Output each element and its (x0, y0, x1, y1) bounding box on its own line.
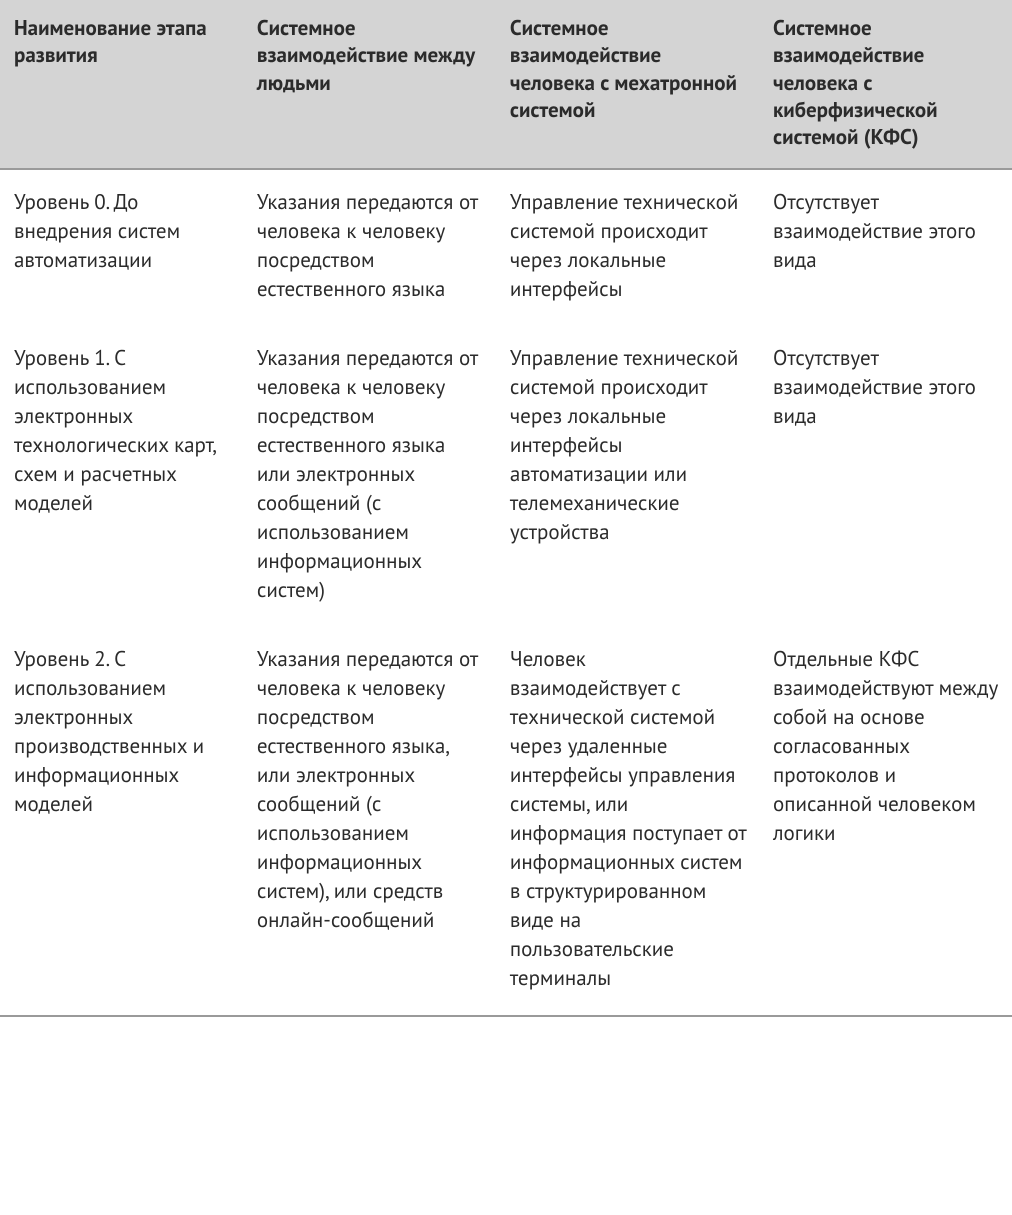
col-header-human-human: Системное взаимодействие между людьми (243, 0, 496, 169)
cell-human-cyberphysical: Отсутствует взаимодействие этого вида (759, 326, 1012, 627)
col-header-human-cyberphysical: Системное взаимодействие человека с кибе… (759, 0, 1012, 169)
col-header-stage-name: Наименование этапа развития (0, 0, 243, 169)
cell-human-human: Указания передаются от человека к челове… (243, 169, 496, 326)
cell-human-human: Указания передаются от человека к челове… (243, 326, 496, 627)
cell-human-mechatronic: Управление технической системой происход… (496, 326, 759, 627)
cell-stage-name: Уровень 2. С использованием электронных … (0, 627, 243, 1016)
cell-stage-name: Уровень 0. До внедрения систем автоматиз… (0, 169, 243, 326)
cell-human-mechatronic: Человек взаимодействует с технической си… (496, 627, 759, 1016)
cell-human-human: Указания передаются от человека к челове… (243, 627, 496, 1016)
levels-table: Наименование этапа развития Системное вз… (0, 0, 1012, 1017)
cell-human-cyberphysical: Отдельные КФС взаимодействуют между собо… (759, 627, 1012, 1016)
table-header-row: Наименование этапа развития Системное вз… (0, 0, 1012, 169)
cell-stage-name: Уровень 1. С использованием электронных … (0, 326, 243, 627)
table-row: Уровень 1. С использованием электронных … (0, 326, 1012, 627)
cell-human-mechatronic: Управление технической системой происход… (496, 169, 759, 326)
table-row: Уровень 2. С использованием электронных … (0, 627, 1012, 1016)
cell-human-cyberphysical: Отсутствует взаимодействие этого вида (759, 169, 1012, 326)
col-header-human-mechatronic: Системное взаимодействие человека с меха… (496, 0, 759, 169)
table-row: Уровень 0. До внедрения систем автоматиз… (0, 169, 1012, 326)
